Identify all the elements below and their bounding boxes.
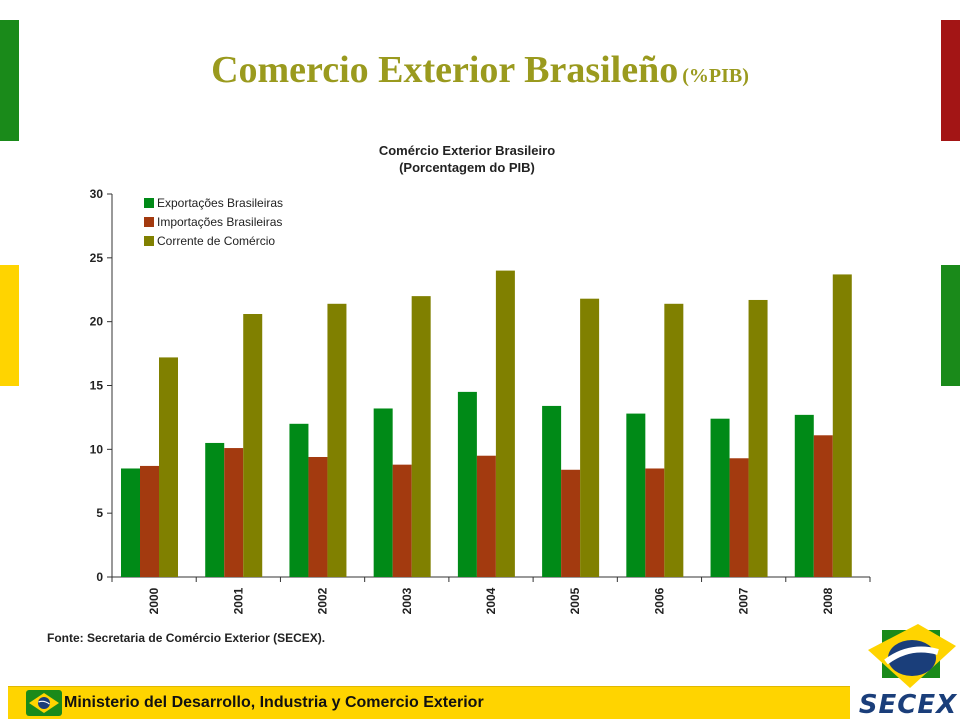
left-green-bar [0, 20, 19, 141]
bar-2-2008 [832, 274, 852, 577]
bar-0-2007 [710, 418, 730, 577]
right-red-bar [941, 20, 960, 141]
bar-2-2006 [664, 303, 684, 577]
bar-0-2005 [542, 405, 562, 577]
bar-2-2007 [748, 299, 768, 577]
bar-1-2006 [645, 468, 665, 577]
bar-2-2002 [327, 303, 347, 577]
bar-0-2004 [457, 391, 477, 577]
chart-title: Comércio Exterior Brasileiro [379, 143, 555, 158]
y-axis: 0 5 10 15 20 25 30 [90, 187, 113, 584]
secex-logo-text: SECEX [858, 690, 958, 720]
bar-1-2000 [140, 465, 159, 577]
bar-2-2000 [159, 357, 178, 577]
bar-0-2002 [289, 423, 309, 577]
legend-swatch [144, 198, 154, 208]
legend-label: Exportações Brasileiras [157, 196, 283, 210]
brazil-flag-icon [26, 690, 62, 716]
bar-0-2000 [121, 468, 140, 577]
legend-label: Corrente de Comércio [157, 234, 275, 248]
bar-1-2002 [308, 456, 328, 577]
x-tick-label: 2004 [484, 587, 498, 614]
bar-2-2004 [495, 270, 515, 577]
bar-1-2007 [729, 458, 749, 577]
y-tick-label: 20 [90, 315, 104, 329]
chart-subtitle: (Porcentagem do PIB) [399, 160, 535, 175]
secex-logo: SECEX [858, 622, 958, 720]
slide-title-unit: (%PIB) [682, 65, 749, 87]
bar-2-2005 [580, 298, 600, 577]
bar-0-2006 [626, 413, 646, 577]
secex-logo-icon [868, 624, 956, 688]
slide-title: Comercio Exterior Brasileño (%PIB) [0, 48, 960, 92]
bar-2-2003 [411, 296, 431, 577]
bar-0-2003 [373, 408, 393, 577]
footer-text: Ministerio del Desarrollo, Industria y C… [64, 694, 484, 711]
bar-0-2001 [205, 442, 225, 577]
x-tick-label: 2006 [652, 587, 666, 614]
x-tick-label: 2000 [147, 587, 161, 614]
footer-bar: Ministerio del Desarrollo, Industria y C… [8, 686, 850, 719]
bar-1-2003 [392, 464, 412, 577]
x-tick-label: 2003 [400, 587, 414, 614]
bars [121, 270, 852, 577]
x-tick-label: 2007 [737, 587, 751, 614]
x-tick-label: 2001 [231, 587, 245, 614]
bar-2-2001 [243, 314, 263, 577]
chart-source: Fonte: Secretaria de Comércio Exterior (… [47, 631, 325, 645]
right-green-bar [941, 265, 960, 386]
legend-swatch [144, 236, 154, 246]
x-tick-label: 2005 [568, 587, 582, 614]
bar-1-2008 [813, 435, 833, 577]
x-tick-label: 2002 [316, 587, 330, 614]
bar-0-2008 [794, 414, 814, 577]
slide-title-text: Comercio Exterior Brasileño [211, 49, 679, 91]
y-tick-label: 10 [90, 442, 104, 456]
bar-1-2001 [224, 448, 244, 577]
y-tick-label: 30 [90, 187, 104, 201]
legend-swatch [144, 217, 154, 227]
y-tick-label: 0 [96, 570, 103, 584]
left-yellow-bar [0, 265, 19, 386]
y-tick-label: 15 [90, 379, 104, 393]
x-tick-label: 2008 [821, 587, 835, 614]
bar-1-2005 [561, 469, 581, 577]
bar-1-2004 [476, 455, 496, 577]
x-axis: 2000 2001 2002 2003 2004 2005 2006 2007 2008 [111, 576, 871, 614]
y-tick-label: 5 [96, 506, 103, 520]
legend: Exportações Brasileiras Importações Brasi… [144, 196, 283, 248]
legend-label: Importações Brasileiras [157, 215, 282, 229]
y-tick-label: 25 [90, 251, 104, 265]
